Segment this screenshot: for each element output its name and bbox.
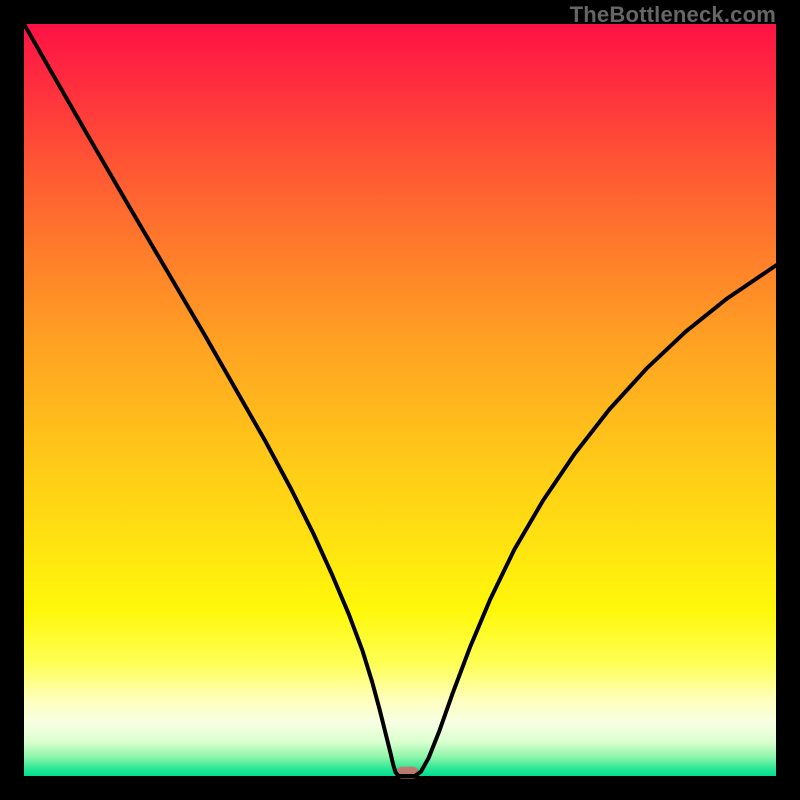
chart-svg [0,0,800,800]
chart-frame: TheBottleneck.com [0,0,800,800]
gradient-background [24,24,776,776]
